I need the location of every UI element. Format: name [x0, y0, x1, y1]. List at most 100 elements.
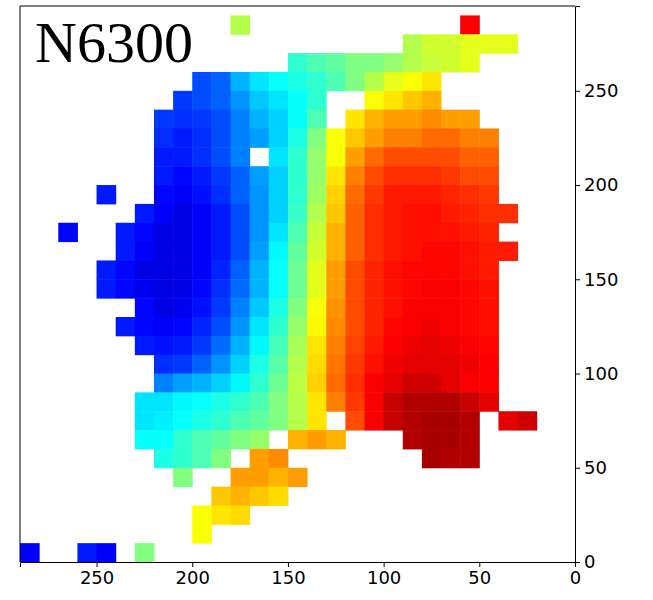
cell	[422, 430, 442, 449]
cell	[288, 317, 308, 336]
cell	[403, 317, 423, 336]
cell	[441, 411, 461, 430]
cell	[269, 260, 289, 279]
cell	[364, 147, 384, 166]
cell	[192, 260, 212, 279]
cell	[479, 166, 499, 185]
cell	[269, 449, 289, 468]
cell	[460, 53, 480, 72]
y-tick-label: 200	[584, 174, 618, 195]
cell	[326, 166, 346, 185]
cell	[173, 430, 193, 449]
cell	[364, 129, 384, 148]
cell	[460, 392, 480, 411]
cell	[326, 53, 346, 72]
cell	[211, 223, 231, 242]
cell	[250, 487, 270, 506]
cell	[326, 279, 346, 298]
cell	[403, 72, 423, 91]
cell	[288, 110, 308, 129]
cell	[154, 185, 174, 204]
cell	[307, 279, 327, 298]
cell	[288, 53, 308, 72]
cell	[192, 392, 212, 411]
cell	[441, 223, 461, 242]
cell	[326, 392, 346, 411]
y-axis-line	[576, 7, 581, 563]
cell	[479, 34, 499, 53]
cell	[135, 430, 155, 449]
cell	[460, 430, 480, 449]
cell	[135, 411, 155, 430]
cell	[211, 129, 231, 148]
cell	[345, 298, 365, 317]
cell	[231, 411, 251, 430]
cell	[154, 204, 174, 223]
cell	[173, 129, 193, 148]
cell	[441, 242, 461, 261]
cell	[422, 374, 442, 393]
cell	[211, 279, 231, 298]
cell	[345, 129, 365, 148]
cell	[460, 34, 480, 53]
y-tick: 50	[575, 457, 607, 478]
cell	[211, 166, 231, 185]
cell	[211, 110, 231, 129]
cell	[384, 185, 404, 204]
cell	[211, 91, 231, 110]
cell	[460, 110, 480, 129]
x-tick-label: 150	[271, 567, 305, 588]
cell	[422, 392, 442, 411]
cell	[269, 185, 289, 204]
cell	[460, 204, 480, 223]
cell	[211, 204, 231, 223]
cell	[460, 411, 480, 430]
cell	[364, 166, 384, 185]
cell	[231, 392, 251, 411]
cell	[422, 336, 442, 355]
cell	[460, 317, 480, 336]
cell	[154, 129, 174, 148]
cell	[288, 279, 308, 298]
cell	[135, 279, 155, 298]
cell	[173, 260, 193, 279]
cell	[154, 392, 174, 411]
cell	[154, 147, 174, 166]
cell	[307, 260, 327, 279]
cell	[326, 185, 346, 204]
cell	[345, 392, 365, 411]
cell	[384, 411, 404, 430]
cell	[441, 147, 461, 166]
x-tick: 250	[80, 562, 114, 588]
cell	[479, 147, 499, 166]
cell	[250, 129, 270, 148]
y-tick: 200	[575, 174, 618, 195]
y-tick: 0	[575, 551, 595, 572]
cell	[192, 147, 212, 166]
cell	[231, 185, 251, 204]
cell	[192, 505, 212, 524]
cell	[173, 279, 193, 298]
cell	[403, 129, 423, 148]
cell	[269, 147, 289, 166]
cell	[173, 147, 193, 166]
y-tick-mark	[575, 374, 580, 375]
cell	[422, 185, 442, 204]
cell	[192, 524, 212, 543]
cell	[288, 223, 308, 242]
cell	[154, 279, 174, 298]
cell	[192, 430, 212, 449]
cell	[154, 449, 174, 468]
cell	[173, 204, 193, 223]
cell	[307, 374, 327, 393]
cell	[154, 166, 174, 185]
cell	[422, 317, 442, 336]
cell	[345, 374, 365, 393]
cell	[460, 260, 480, 279]
cell	[441, 298, 461, 317]
cell	[250, 317, 270, 336]
x-tick: 150	[271, 562, 305, 588]
cell	[231, 91, 251, 110]
cell	[441, 185, 461, 204]
cell	[326, 204, 346, 223]
